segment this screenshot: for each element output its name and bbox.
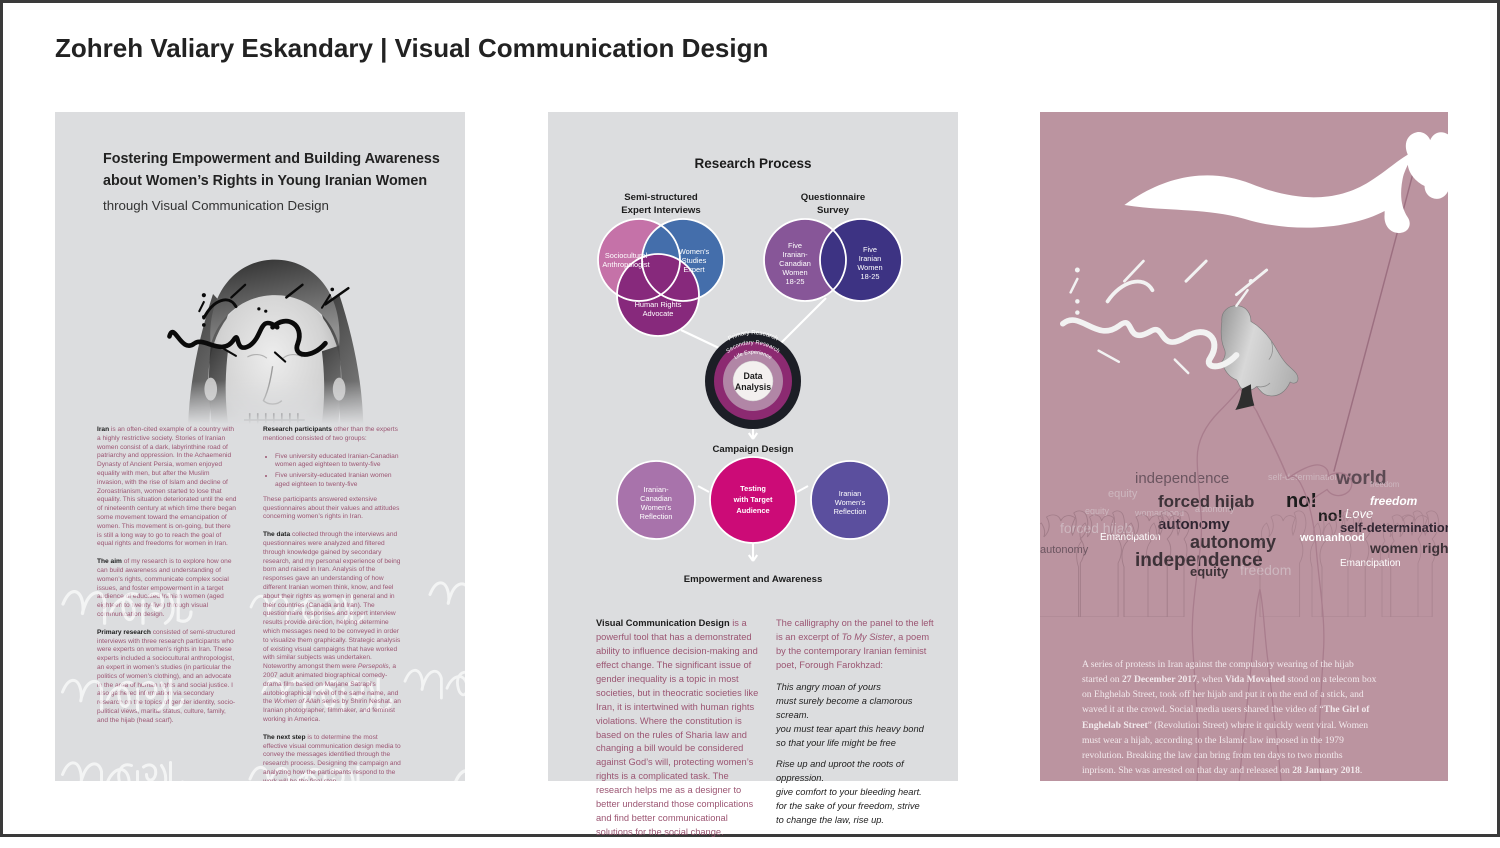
svg-text:Survey: Survey bbox=[817, 205, 850, 216]
svg-text:Testing: Testing bbox=[740, 484, 766, 493]
svg-text:Audience: Audience bbox=[736, 506, 769, 515]
svg-text:Women's: Women's bbox=[835, 498, 866, 507]
svg-text:Women's: Women's bbox=[641, 503, 672, 512]
svg-text:18-25: 18-25 bbox=[861, 272, 880, 281]
svg-text:Analysis: Analysis bbox=[735, 382, 771, 392]
svg-text:Five: Five bbox=[863, 245, 877, 254]
svg-text:Expert: Expert bbox=[683, 265, 704, 274]
svg-text:Human Rights: Human Rights bbox=[635, 300, 682, 309]
svg-text:Campaign Design: Campaign Design bbox=[712, 444, 793, 455]
svg-text:Data: Data bbox=[743, 371, 762, 381]
svg-text:Women: Women bbox=[782, 268, 807, 277]
svg-text:Five: Five bbox=[788, 241, 802, 250]
svg-text:Anthropologist: Anthropologist bbox=[602, 260, 649, 269]
svg-text:Sociocultural: Sociocultural bbox=[605, 251, 648, 260]
svg-text:Iranian-: Iranian- bbox=[643, 485, 669, 494]
svg-text:Reflection: Reflection bbox=[640, 512, 673, 521]
svg-text:Women's: Women's bbox=[679, 247, 710, 256]
svg-text:Canadian: Canadian bbox=[779, 259, 811, 268]
svg-text:Canadian: Canadian bbox=[640, 494, 672, 503]
svg-text:with Target: with Target bbox=[733, 495, 773, 504]
svg-text:Iranian-: Iranian- bbox=[782, 250, 808, 259]
svg-text:Reflection: Reflection bbox=[834, 507, 867, 516]
svg-text:Questionnaire: Questionnaire bbox=[801, 192, 866, 203]
svg-text:Iranian: Iranian bbox=[839, 489, 862, 498]
svg-text:Iranian: Iranian bbox=[859, 254, 882, 263]
svg-text:Women: Women bbox=[857, 263, 882, 272]
svg-text:Semi-structured: Semi-structured bbox=[624, 192, 698, 203]
svg-text:Expert Interviews: Expert Interviews bbox=[621, 205, 700, 216]
svg-text:18-25: 18-25 bbox=[786, 277, 805, 286]
svg-text:Advocate: Advocate bbox=[643, 309, 674, 318]
svg-text:Studies: Studies bbox=[682, 256, 707, 265]
